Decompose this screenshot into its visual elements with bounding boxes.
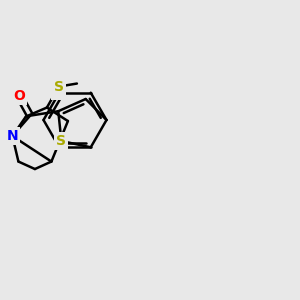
Text: S: S bbox=[54, 80, 64, 94]
Text: F: F bbox=[53, 84, 62, 98]
Text: O: O bbox=[13, 89, 25, 103]
Text: N: N bbox=[7, 129, 18, 143]
Text: S: S bbox=[56, 134, 66, 148]
